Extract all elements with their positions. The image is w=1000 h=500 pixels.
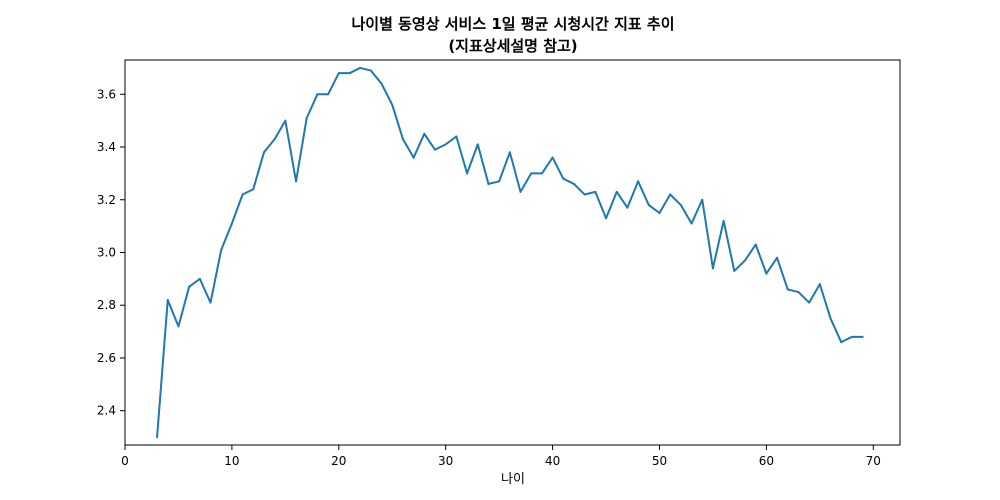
data-point [412,156,415,159]
data-point [380,82,383,85]
data-point [583,193,586,196]
y-tick-label: 3.4 [97,140,116,154]
plot-frame [124,59,901,446]
x-tick-label: 10 [224,454,239,468]
data-point [316,93,319,96]
data-point [840,341,843,344]
data-point [679,204,682,207]
y-tick-label: 2.6 [97,351,116,365]
data-points [156,66,864,439]
data-point [273,138,276,141]
data-point [252,188,255,191]
data-point [530,172,533,175]
data-point [177,325,180,328]
data-point [359,66,362,69]
x-axis-label: 나이 [501,472,525,487]
x-tick-label: 40 [545,454,560,468]
data-point [786,288,789,291]
data-point [284,119,287,122]
x-axis: 0 10 20 30 40 50 60 70 [121,445,881,468]
data-point [861,335,864,338]
data-point [690,222,693,225]
data-point [626,206,629,209]
data-point [391,103,394,106]
data-point [594,190,597,193]
data-point [476,143,479,146]
data-point [850,335,853,338]
data-point [262,151,265,154]
data-point [220,248,223,251]
x-tick-label: 20 [331,454,346,468]
data-point [519,190,522,193]
data-point [423,132,426,135]
data-point [829,317,832,320]
data-point [818,283,821,286]
data-point [337,72,340,75]
data-point [305,117,308,120]
y-tick-label: 2.8 [97,298,116,312]
data-point [327,93,330,96]
data-point [776,256,779,259]
x-tick-label: 70 [866,454,881,468]
y-axis: 2.4 2.6 2.8 3.0 3.2 3.4 3.6 [97,87,125,418]
y-tick-label: 3.2 [97,193,116,207]
data-point [444,143,447,146]
chart-subtitle: (지표상세설명 참고) [448,37,577,55]
data-point [540,172,543,175]
data-point [466,172,469,175]
data-point [733,269,736,272]
data-point [198,277,201,280]
y-tick-label: 3.0 [97,246,116,260]
x-tick-label: 30 [438,454,453,468]
data-point [348,72,351,75]
data-point [572,182,575,185]
data-point [744,259,746,262]
data-point [615,190,618,193]
x-tick-label: 50 [652,454,667,468]
data-point [551,156,554,159]
data-point [765,272,768,275]
data-point [808,301,811,304]
data-point [701,198,704,201]
x-tick-label: 0 [121,454,129,468]
data-point [669,193,672,196]
data-point [658,211,661,214]
chart-title: 나이별 동영상 서비스 1일 평균 시청시간 지표 추이 [352,15,675,33]
data-point [637,180,640,183]
data-point [401,138,404,141]
y-tick-label: 2.4 [97,404,116,418]
data-point [562,177,565,180]
y-tick-label: 3.6 [97,87,116,101]
data-point [605,217,608,220]
data-point [369,69,372,72]
data-point [487,182,490,185]
data-point [722,219,725,222]
data-point [754,243,757,246]
data-point [241,193,244,196]
data-point [188,285,191,288]
data-point [498,180,501,183]
data-point [508,151,511,154]
series-line [156,66,864,439]
data-point [156,436,159,439]
x-tick-label: 60 [759,454,774,468]
data-point [711,267,714,270]
data-point [230,222,233,225]
data-point [209,301,212,304]
data-point [434,148,436,151]
data-point [455,135,458,138]
data-point [166,298,169,301]
data-point [295,180,298,183]
data-point [647,204,650,207]
data-point [797,291,800,294]
